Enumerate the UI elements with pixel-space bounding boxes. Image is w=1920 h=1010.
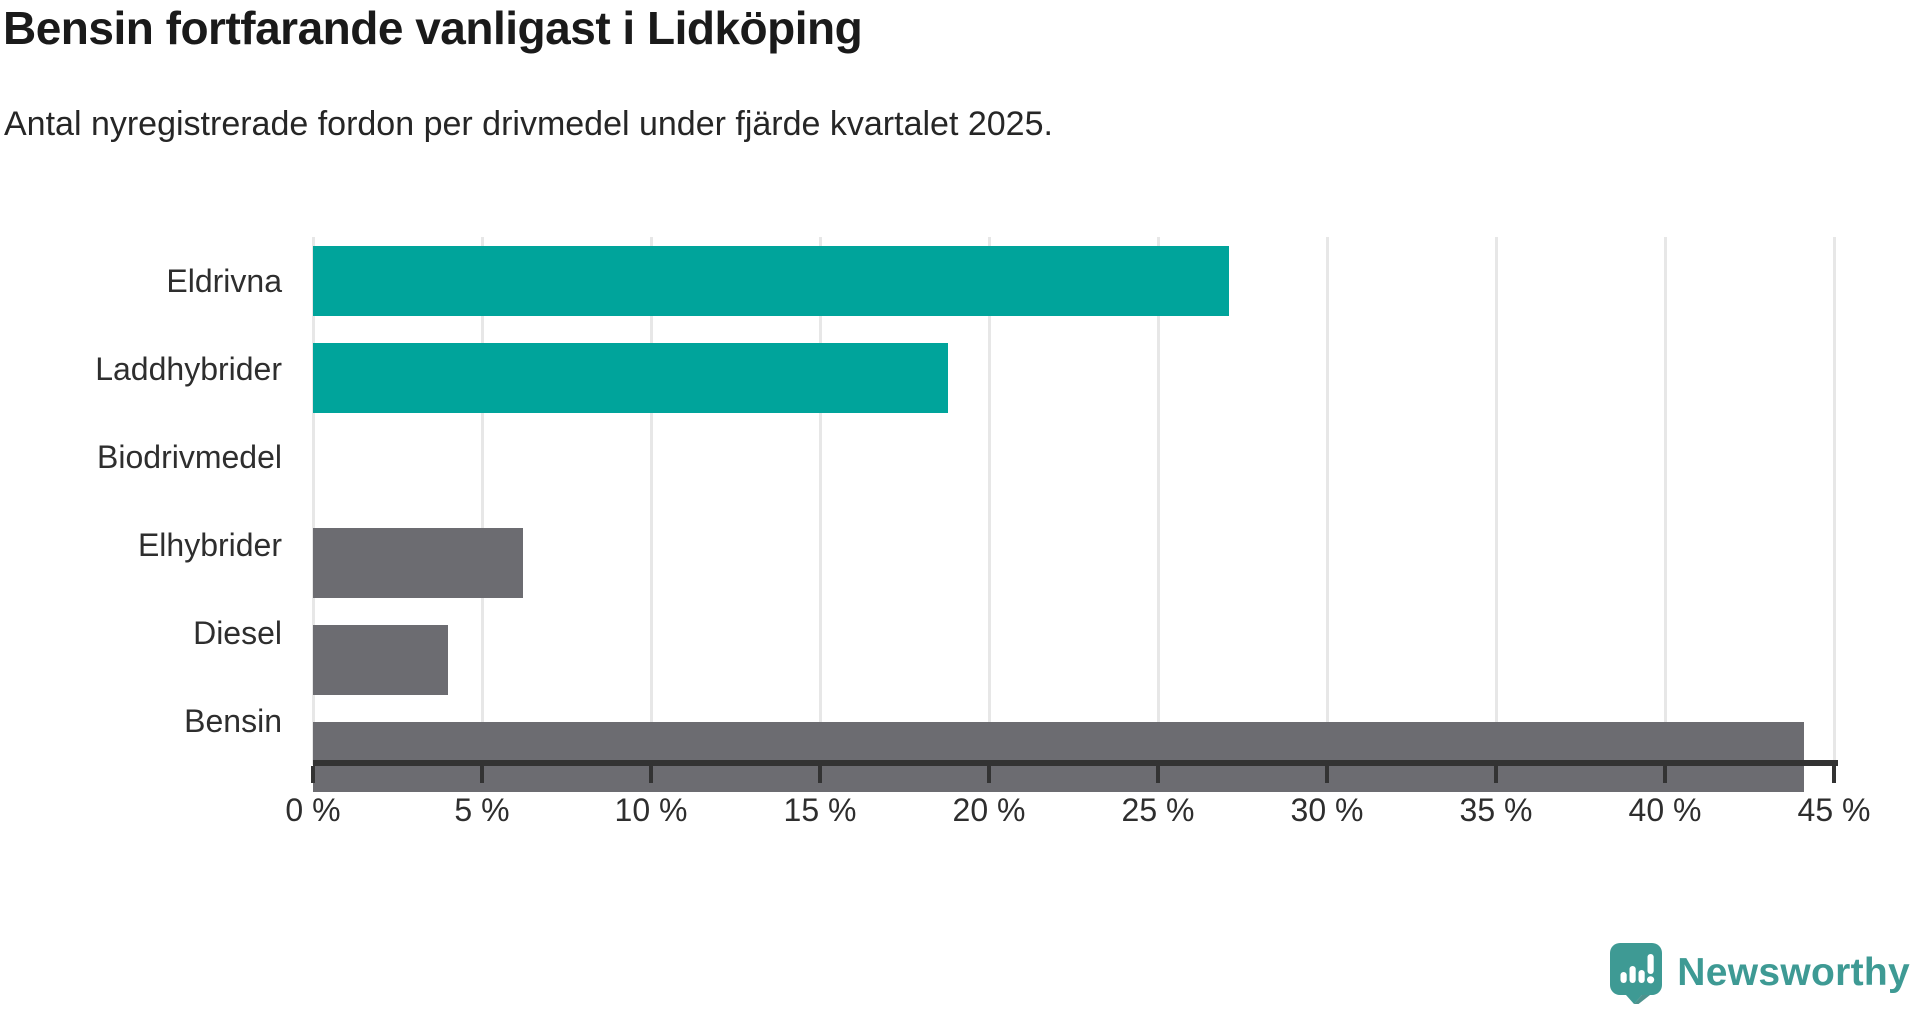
bar-row bbox=[313, 722, 1834, 810]
x-axis-tick bbox=[1156, 766, 1160, 783]
category-label: Laddhybrider bbox=[95, 351, 282, 387]
chart-subtitle: Antal nyregistrerade fordon per drivmede… bbox=[4, 105, 1053, 143]
gridline bbox=[1157, 237, 1160, 765]
bar-row bbox=[313, 431, 1834, 519]
x-axis-tick-label: 20 % bbox=[952, 792, 1026, 828]
bar-eldrivna bbox=[313, 246, 1229, 316]
x-axis-tick bbox=[1832, 766, 1836, 783]
category-labels: Eldrivna Laddhybrider Biodrivmedel Elhybrid… bbox=[0, 237, 282, 765]
x-axis-tick-label: 5 % bbox=[454, 792, 510, 828]
x-axis: 0 % 5 % 10 % 15 % 20 % 25 % 30 % 35 % 40 % 45 % bbox=[285, 760, 1870, 840]
x-axis-line bbox=[313, 760, 1838, 766]
x-axis-tick bbox=[311, 766, 315, 783]
x-axis-tick bbox=[480, 766, 484, 783]
x-axis-tick-label: 35 % bbox=[1459, 792, 1533, 828]
x-axis-tick-label: 40 % bbox=[1628, 792, 1702, 828]
bar-row bbox=[313, 246, 1834, 334]
x-axis-tick-label: 45 % bbox=[1797, 792, 1871, 828]
newsworthy-icon bbox=[1610, 943, 1663, 1004]
gridline bbox=[1326, 237, 1329, 765]
x-axis-tick bbox=[649, 766, 653, 783]
x-axis-tick bbox=[1325, 766, 1329, 783]
bar-laddhybrider bbox=[313, 343, 949, 413]
gridline bbox=[312, 237, 315, 765]
bar-bensin bbox=[313, 722, 1804, 792]
gridline bbox=[1664, 237, 1667, 765]
x-axis-tick bbox=[1663, 766, 1667, 783]
bar-row bbox=[313, 343, 1834, 431]
x-axis-tick-label: 25 % bbox=[1121, 792, 1195, 828]
x-axis-tick-label: 0 % bbox=[285, 792, 341, 828]
x-axis-tick-label: 10 % bbox=[614, 792, 688, 828]
chart-title: Bensin fortfarande vanligast i Lidköping bbox=[3, 2, 863, 54]
plot-area bbox=[312, 237, 1836, 792]
x-axis-tick bbox=[818, 766, 822, 783]
category-label: Biodrivmedel bbox=[97, 439, 282, 475]
gridline bbox=[988, 237, 991, 765]
bar-diesel bbox=[313, 625, 449, 695]
category-label: Bensin bbox=[184, 703, 282, 739]
gridline bbox=[481, 237, 484, 765]
bar-row bbox=[313, 528, 1834, 616]
x-axis-tick-label: 30 % bbox=[1290, 792, 1364, 828]
x-axis-tick bbox=[987, 766, 991, 783]
gridline bbox=[819, 237, 822, 765]
category-label: Diesel bbox=[193, 615, 282, 651]
x-axis-tick bbox=[1494, 766, 1498, 783]
category-label: Eldrivna bbox=[166, 263, 282, 299]
bar-elhybrider bbox=[313, 528, 523, 598]
newsworthy-brand: Newsworthy bbox=[1608, 941, 1910, 1004]
category-label: Elhybrider bbox=[137, 527, 282, 563]
gridline bbox=[1495, 237, 1498, 765]
gridline bbox=[650, 237, 653, 765]
bar-row bbox=[313, 625, 1834, 713]
gridline bbox=[1833, 237, 1836, 765]
x-axis-tick-label: 15 % bbox=[783, 792, 857, 828]
newsworthy-wordmark: Newsworthy bbox=[1677, 950, 1910, 994]
